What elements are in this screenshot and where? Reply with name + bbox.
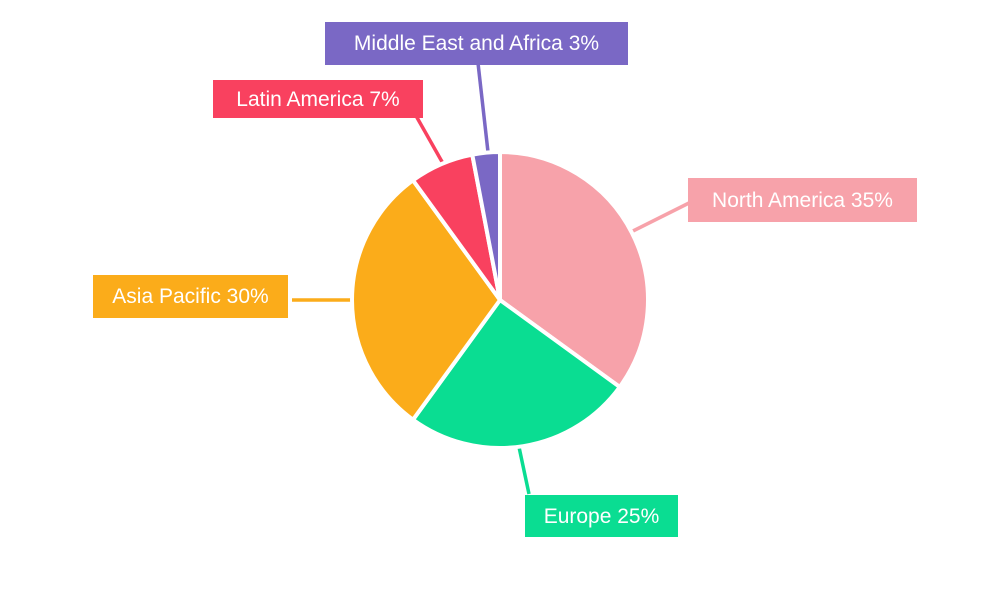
pie-label-europe: Europe 25% [525, 495, 678, 537]
pie-slice-europe [410, 297, 623, 450]
pie-slice-asia-pacific [350, 177, 503, 423]
pie-label-asia-pacific: Asia Pacific 30% [93, 275, 288, 318]
pie-label-north-america: North America 35% [688, 178, 917, 222]
pie-slice-middle-east-and-africa [469, 149, 502, 301]
leader-line-middle-east-and-africa [476, 62, 490, 153]
leader-line-north-america [632, 201, 690, 233]
pie-label-latin-america: Latin America 7% [213, 80, 423, 118]
leader-line-latin-america [413, 113, 447, 168]
pie-slice-north-america [498, 149, 650, 390]
leader-line-europe [517, 446, 531, 495]
pie-label-middle-east-and-africa: Middle East and Africa 3% [325, 22, 628, 65]
